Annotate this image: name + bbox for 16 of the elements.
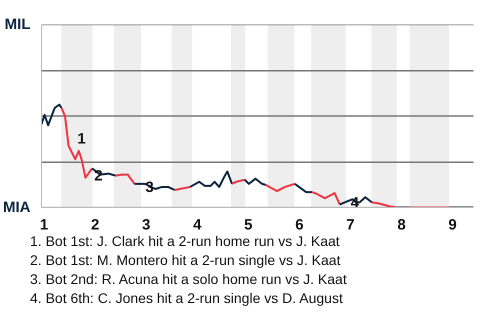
x-tick-label: 1 bbox=[40, 216, 48, 234]
x-tick-label: 9 bbox=[448, 216, 457, 234]
x-tick-label: 6 bbox=[295, 216, 304, 234]
text: 4. Bot 6th: C. Jones hit a 2-run single vs D. August bbox=[30, 290, 343, 306]
x-tick-label: 2 bbox=[90, 216, 100, 234]
text: 2. Bot 1st: M. Montero hit a 2-run single vs J. Kaat bbox=[30, 252, 340, 268]
x-tick-label: 4 bbox=[193, 216, 202, 234]
text: 1. Bot 1st: J. Clark hit a 2-run home run vs J. Kaat bbox=[30, 233, 340, 249]
x-tick-label: 5 bbox=[244, 216, 252, 234]
x-tick-label: 7 bbox=[346, 216, 355, 234]
x-tick-label: 8 bbox=[397, 216, 406, 234]
ref-line-label: MIA bbox=[3, 199, 31, 216]
x-tick-label: 3 bbox=[142, 216, 150, 234]
ref-line-label: MIL bbox=[4, 16, 31, 33]
annotation: 1 bbox=[77, 130, 86, 148]
text: 3. Bot 2nd: R. Acuna hit a solo home run vs J. Kaat bbox=[30, 271, 347, 287]
